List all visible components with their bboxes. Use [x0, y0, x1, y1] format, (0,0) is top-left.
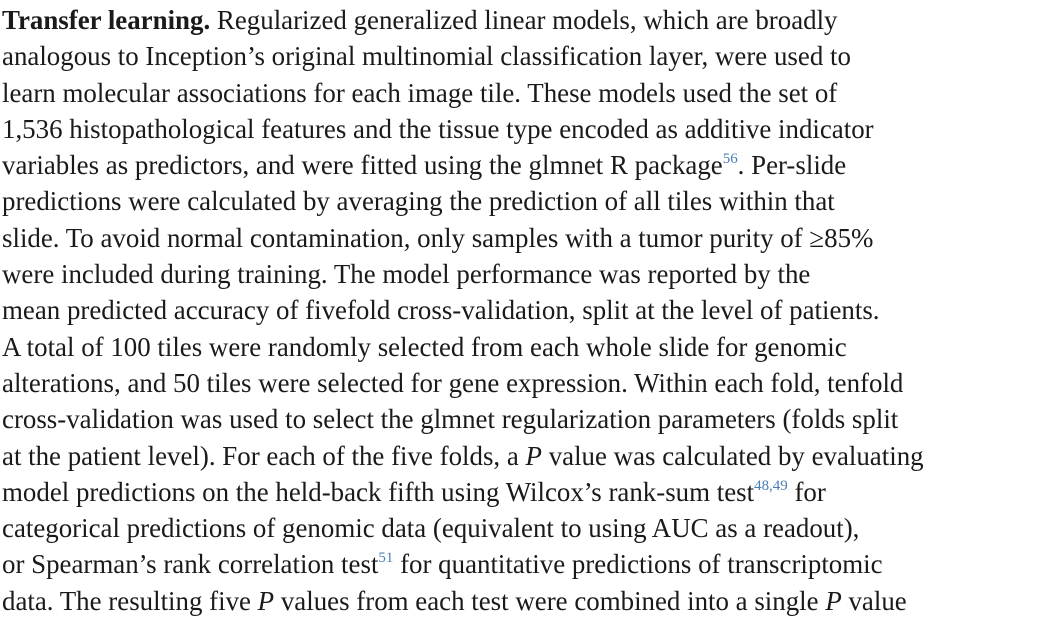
text-line-16: or Spearman’s rank correlation test51 fo… — [2, 546, 1036, 582]
citation-ref[interactable]: 48,49 — [754, 477, 788, 494]
text-line-5: variables as predictors, and were fitted… — [2, 147, 1036, 183]
citation-ref[interactable]: 56 — [722, 151, 738, 168]
line-text: Regularized generalized linear models, w… — [210, 5, 838, 35]
citation-ref[interactable]: 51 — [378, 550, 394, 567]
line-text: values from each test were combined into… — [274, 585, 826, 616]
text-line-17: data. The resulting five P values from e… — [2, 583, 1036, 619]
text-line-3: learn molecular associations for each im… — [2, 77, 838, 108]
text-line-14: model predictions on the held-back fifth… — [2, 474, 1036, 510]
text-line-10: A total of 100 tiles were randomly selec… — [2, 331, 847, 362]
text-line-4: 1,536 histopathological features and the… — [2, 113, 874, 144]
section-heading: Transfer learning. — [2, 5, 211, 35]
line-text: for — [787, 476, 826, 507]
line-text: . Per-slide — [737, 150, 847, 181]
line-text: data. The resulting five — [2, 585, 258, 616]
text-line-1: Transfer learning. Regularized generaliz… — [2, 2, 1036, 38]
text-line-13: at the patient level). For each of the f… — [2, 438, 1036, 474]
text-line-12: cross-validation was used to select the … — [2, 404, 899, 435]
line-text: value — [841, 585, 907, 616]
line-text: model predictions on the held-back fifth… — [2, 476, 755, 507]
text-line-2: analogous to Inception’s original multin… — [2, 41, 851, 72]
italic-p: P — [257, 585, 275, 616]
line-text: or Spearman’s rank correlation test — [2, 549, 379, 580]
text-line-7: slide. To avoid normal contamination, on… — [2, 222, 874, 253]
text-line-8: were included during training. The model… — [2, 259, 811, 290]
text-line-15: categorical predictions of genomic data … — [2, 513, 860, 544]
text-line-6: predictions were calculated by averaging… — [2, 186, 835, 217]
line-text: for quantitative predictions of transcri… — [393, 549, 883, 580]
line-text: variables as predictors, and were fitted… — [2, 150, 723, 181]
text-line-9: mean predicted accuracy of fivefold cros… — [2, 295, 880, 326]
line-text: value was calculated by evaluating — [541, 440, 924, 471]
italic-p: P — [825, 585, 842, 616]
italic-p: P — [525, 440, 542, 471]
text-line-11: alterations, and 50 tiles were selected … — [2, 367, 904, 398]
line-text: at the patient level). For each of the f… — [2, 440, 526, 471]
